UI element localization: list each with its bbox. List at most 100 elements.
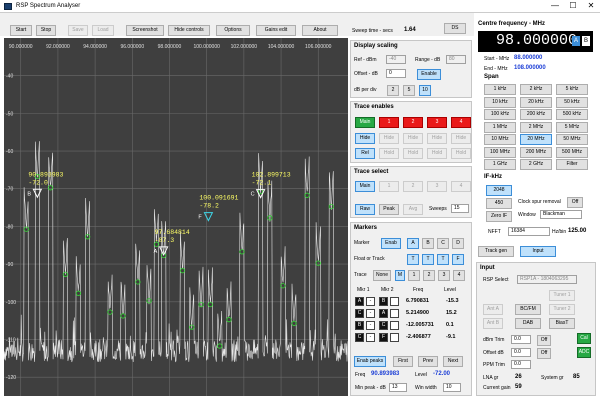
spur-off-button[interactable]: Off <box>567 197 583 208</box>
select-1-button[interactable]: 1 <box>379 181 399 192</box>
trace-4-hide[interactable]: Hide <box>451 133 471 144</box>
mkr1-row4[interactable]: C <box>355 333 364 342</box>
spectrum-chart[interactable]: 90.000000 92.000000 94.000000 96.000000 98.0… <box>4 38 348 396</box>
zero-if-button[interactable]: Zero IF <box>486 211 512 222</box>
vfo-a-button[interactable]: A <box>572 36 580 46</box>
ppm-trim-input[interactable]: 0.0 <box>511 360 531 369</box>
mkr2-row4[interactable]: F <box>379 333 388 342</box>
span-option-200-mhz[interactable]: 200 MHz <box>520 146 552 158</box>
about-button[interactable]: About <box>302 25 338 36</box>
trace-main-enable[interactable]: Main <box>355 117 375 128</box>
trace-m-button[interactable]: M <box>395 270 405 281</box>
span-option-50-mhz[interactable]: 50 MHz <box>556 134 588 145</box>
if-450-button[interactable]: 450 <box>486 198 512 209</box>
save-button[interactable]: Save <box>68 25 88 36</box>
op-row4[interactable]: - <box>366 333 375 342</box>
marker-d-button[interactable]: D <box>452 238 464 249</box>
mkr1-row2[interactable]: C <box>355 309 364 318</box>
trace-3-hide[interactable]: Hide <box>427 133 447 144</box>
min-peak-input[interactable]: 13 <box>389 383 407 392</box>
mkr2-drop-row2[interactable] <box>390 309 399 318</box>
trace-main-hide[interactable]: Hide <box>355 133 375 144</box>
span-option-2-khz[interactable]: 2 kHz <box>520 84 552 95</box>
ant-b-button[interactable]: Ant B <box>483 318 503 329</box>
span-option-filter[interactable]: Filter <box>556 159 588 170</box>
span-option-10-mhz[interactable]: 10 MHz <box>484 134 516 145</box>
trace-2-hide[interactable]: Hide <box>403 133 423 144</box>
select-main-button[interactable]: Main <box>355 181 375 192</box>
span-option-5-khz[interactable]: 5 kHz <box>556 84 588 95</box>
span-option-2-ghz[interactable]: 2 GHz <box>520 159 552 170</box>
marker-enable-button[interactable]: Enab <box>381 238 401 249</box>
bcfm-button[interactable]: BC/FM <box>515 304 541 315</box>
mode-avg-button[interactable]: Avg <box>403 204 423 215</box>
options-button[interactable]: Options <box>216 25 250 36</box>
adc-button[interactable]: ADC <box>577 347 591 358</box>
mkr1-row3[interactable]: B <box>355 321 364 330</box>
span-option-5-mhz[interactable]: 5 MHz <box>556 121 588 133</box>
ds-button[interactable]: DS <box>444 23 466 34</box>
next-peak-button[interactable]: Next <box>443 356 463 367</box>
marker-a-button[interactable]: A <box>407 238 419 249</box>
maximize-button[interactable]: ☐ <box>569 1 577 10</box>
op-row3[interactable]: - <box>366 321 375 330</box>
span-option-20-khz[interactable]: 20 kHz <box>520 96 552 108</box>
mkr2-drop-row1[interactable] <box>390 297 399 306</box>
spectrum-plot[interactable]: 90.000000 92.000000 94.000000 96.000000 98.0… <box>4 38 348 396</box>
if-2048-button[interactable]: 2048 <box>486 185 512 196</box>
mkr2-row3[interactable]: C <box>379 321 388 330</box>
trace-main-rel[interactable]: Rel <box>355 148 375 159</box>
enable-peaks-button[interactable]: Enab peaks <box>354 356 386 367</box>
first-peak-button[interactable]: First <box>393 356 413 367</box>
db-2-button[interactable]: 2 <box>387 85 399 96</box>
marker-b-button[interactable]: B <box>422 238 434 249</box>
mkr2-row2[interactable]: A <box>379 309 388 318</box>
span-option-10-khz[interactable]: 10 kHz <box>484 96 516 108</box>
mode-raw-button[interactable]: Raw <box>355 204 375 215</box>
tuner2-button[interactable]: Tuner 2 <box>549 304 575 315</box>
dbm-trim-input[interactable]: 0.0 <box>511 335 531 344</box>
span-option-500-khz[interactable]: 500 kHz <box>556 109 588 120</box>
trace-4-enable[interactable]: 4 <box>451 117 471 128</box>
span-option-20-mhz[interactable]: 20 MHz <box>520 134 552 145</box>
span-option-100-khz[interactable]: 100 kHz <box>484 109 516 120</box>
stop-button[interactable]: Stop <box>36 25 56 36</box>
marker-c-button[interactable]: C <box>437 238 449 249</box>
span-option-500-mhz[interactable]: 500 MHz <box>556 146 588 158</box>
dab-button[interactable]: DAB <box>515 318 541 329</box>
float-b-button[interactable]: T <box>422 254 434 265</box>
trace-3-button[interactable]: 3 <box>438 270 450 281</box>
screenshot-button[interactable]: Screenshot <box>126 25 164 36</box>
trace-1-hide[interactable]: Hide <box>379 133 399 144</box>
db-5-button[interactable]: 5 <box>403 85 415 96</box>
trace-2-button[interactable]: 2 <box>423 270 435 281</box>
cal-button[interactable]: Cal <box>577 333 591 344</box>
range-select[interactable]: 80 <box>446 55 466 64</box>
mkr1-row1[interactable]: A <box>355 297 364 306</box>
vfo-b-button[interactable]: B <box>582 36 590 46</box>
window-select[interactable]: Blackman <box>540 210 582 219</box>
select-2-button[interactable]: 2 <box>403 181 423 192</box>
trace-1-button[interactable]: 1 <box>408 270 420 281</box>
centre-freq-display[interactable]: 98.000000 A B <box>478 31 593 52</box>
ant-a-button[interactable]: Ant A <box>483 304 503 315</box>
offset-db-input[interactable]: 0.0 <box>511 348 531 357</box>
trace-1-enable[interactable]: 1 <box>379 117 399 128</box>
biast-button[interactable]: BiasT <box>549 318 575 329</box>
trace-2-hold[interactable]: Hold <box>403 148 423 159</box>
span-option-1-mhz[interactable]: 1 MHz <box>484 121 516 133</box>
trace-1-hold[interactable]: Hold <box>379 148 399 159</box>
load-button[interactable]: Load <box>92 25 114 36</box>
select-3-button[interactable]: 3 <box>427 181 447 192</box>
gains-edit-button[interactable]: Gains edit <box>256 25 296 36</box>
tuner1-button[interactable]: Tuner 1 <box>549 290 575 301</box>
minimize-button[interactable]: — <box>551 1 559 10</box>
trace-none-button[interactable]: None <box>373 270 391 281</box>
close-button[interactable]: ✕ <box>587 1 595 10</box>
trace-4-hold[interactable]: Hold <box>451 148 471 159</box>
mkr2-row1[interactable]: B <box>379 297 388 306</box>
rsp-select[interactable]: RSP1A - 1804063295 <box>517 275 577 284</box>
mode-peak-button[interactable]: Peak <box>379 204 399 215</box>
ref-select[interactable]: -40 <box>386 55 406 64</box>
span-option-100-mhz[interactable]: 100 MHz <box>484 146 516 158</box>
